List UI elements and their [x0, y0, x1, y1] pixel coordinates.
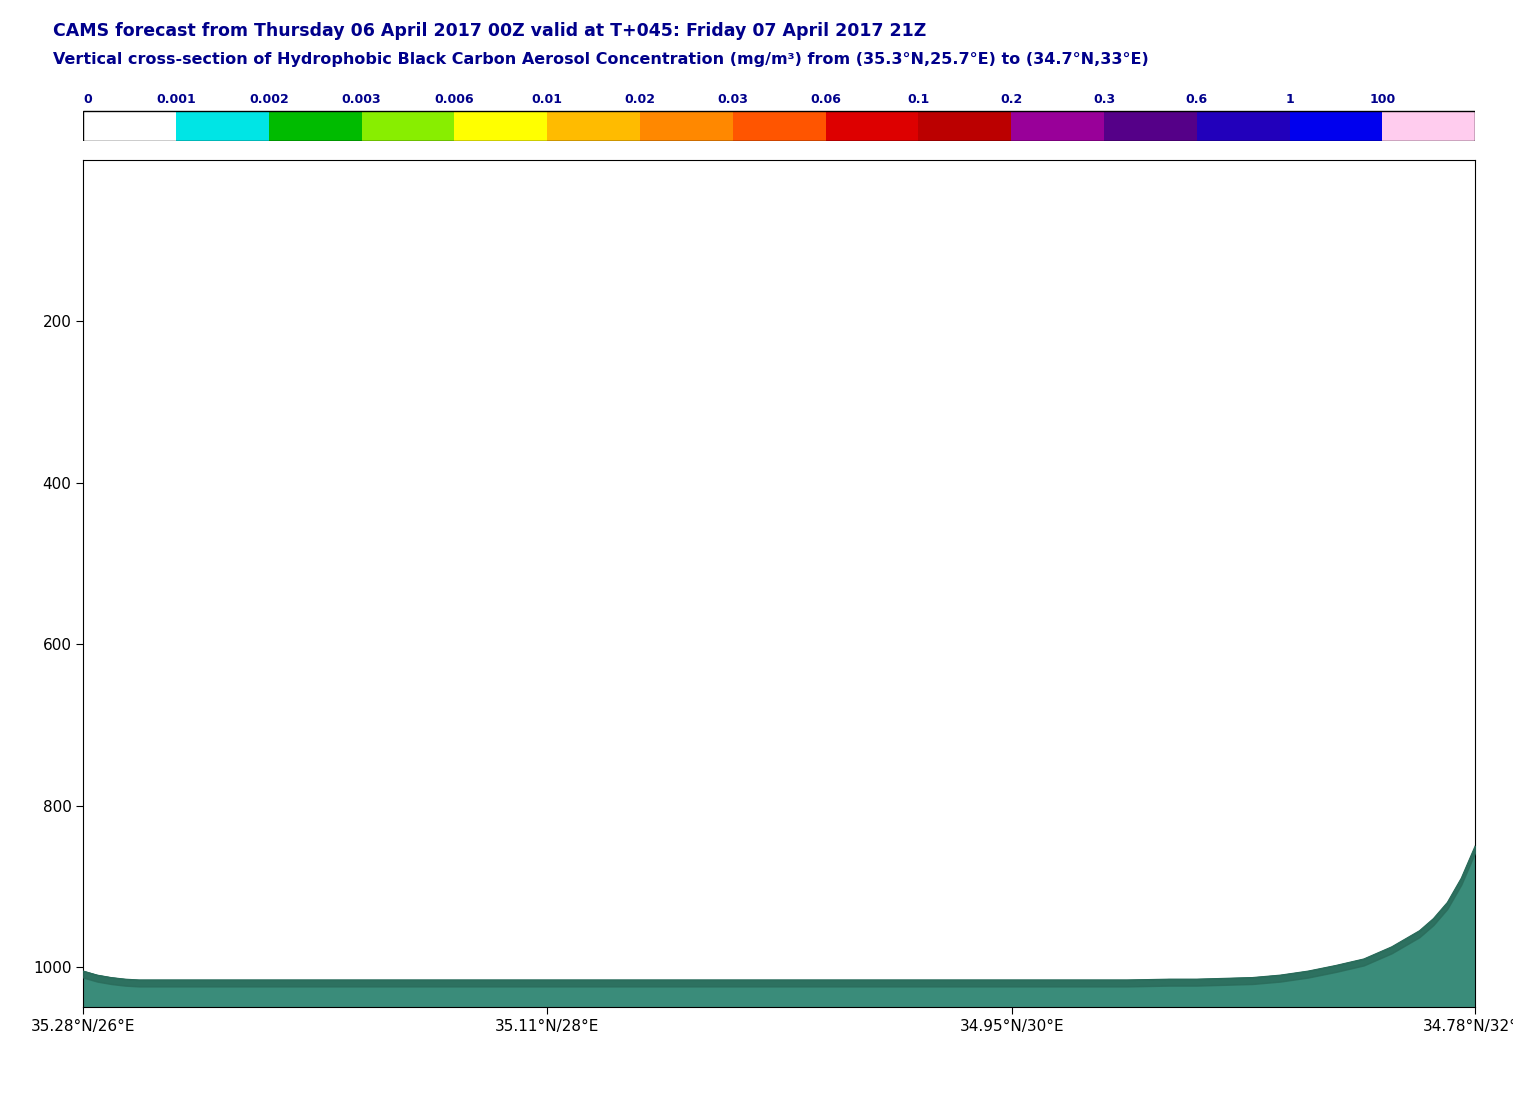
Text: 0.3: 0.3: [1092, 94, 1115, 107]
Text: 1: 1: [1285, 94, 1294, 107]
Bar: [1197, 110, 1289, 141]
Text: 100: 100: [1369, 94, 1395, 107]
Bar: [826, 110, 918, 141]
Bar: [269, 110, 362, 141]
Bar: [732, 110, 826, 141]
Bar: [548, 110, 640, 141]
Bar: [454, 110, 548, 141]
Bar: [1011, 110, 1104, 141]
Text: 0.001: 0.001: [156, 94, 195, 107]
Bar: [362, 110, 454, 141]
Bar: [83, 110, 1475, 141]
Text: 0.003: 0.003: [342, 94, 381, 107]
Bar: [1289, 110, 1383, 141]
Text: 0.02: 0.02: [625, 94, 655, 107]
Text: 0.006: 0.006: [434, 94, 474, 107]
Text: 0.6: 0.6: [1186, 94, 1207, 107]
Text: CAMS forecast from Thursday 06 April 2017 00Z valid at T+045: Friday 07 April 20: CAMS forecast from Thursday 06 April 201…: [53, 22, 926, 40]
Text: 0.1: 0.1: [908, 94, 929, 107]
Text: 0.03: 0.03: [717, 94, 749, 107]
Text: 0.06: 0.06: [809, 94, 841, 107]
Bar: [1104, 110, 1197, 141]
Text: 0.2: 0.2: [1000, 94, 1023, 107]
Text: 0: 0: [83, 94, 92, 107]
Text: Vertical cross-section of Hydrophobic Black Carbon Aerosol Concentration (mg/m³): Vertical cross-section of Hydrophobic Bl…: [53, 52, 1148, 67]
Text: 0.002: 0.002: [250, 94, 289, 107]
Bar: [1383, 110, 1475, 141]
Bar: [918, 110, 1011, 141]
Bar: [640, 110, 732, 141]
Bar: [176, 110, 269, 141]
Text: 0.01: 0.01: [531, 94, 563, 107]
Bar: [83, 110, 176, 141]
